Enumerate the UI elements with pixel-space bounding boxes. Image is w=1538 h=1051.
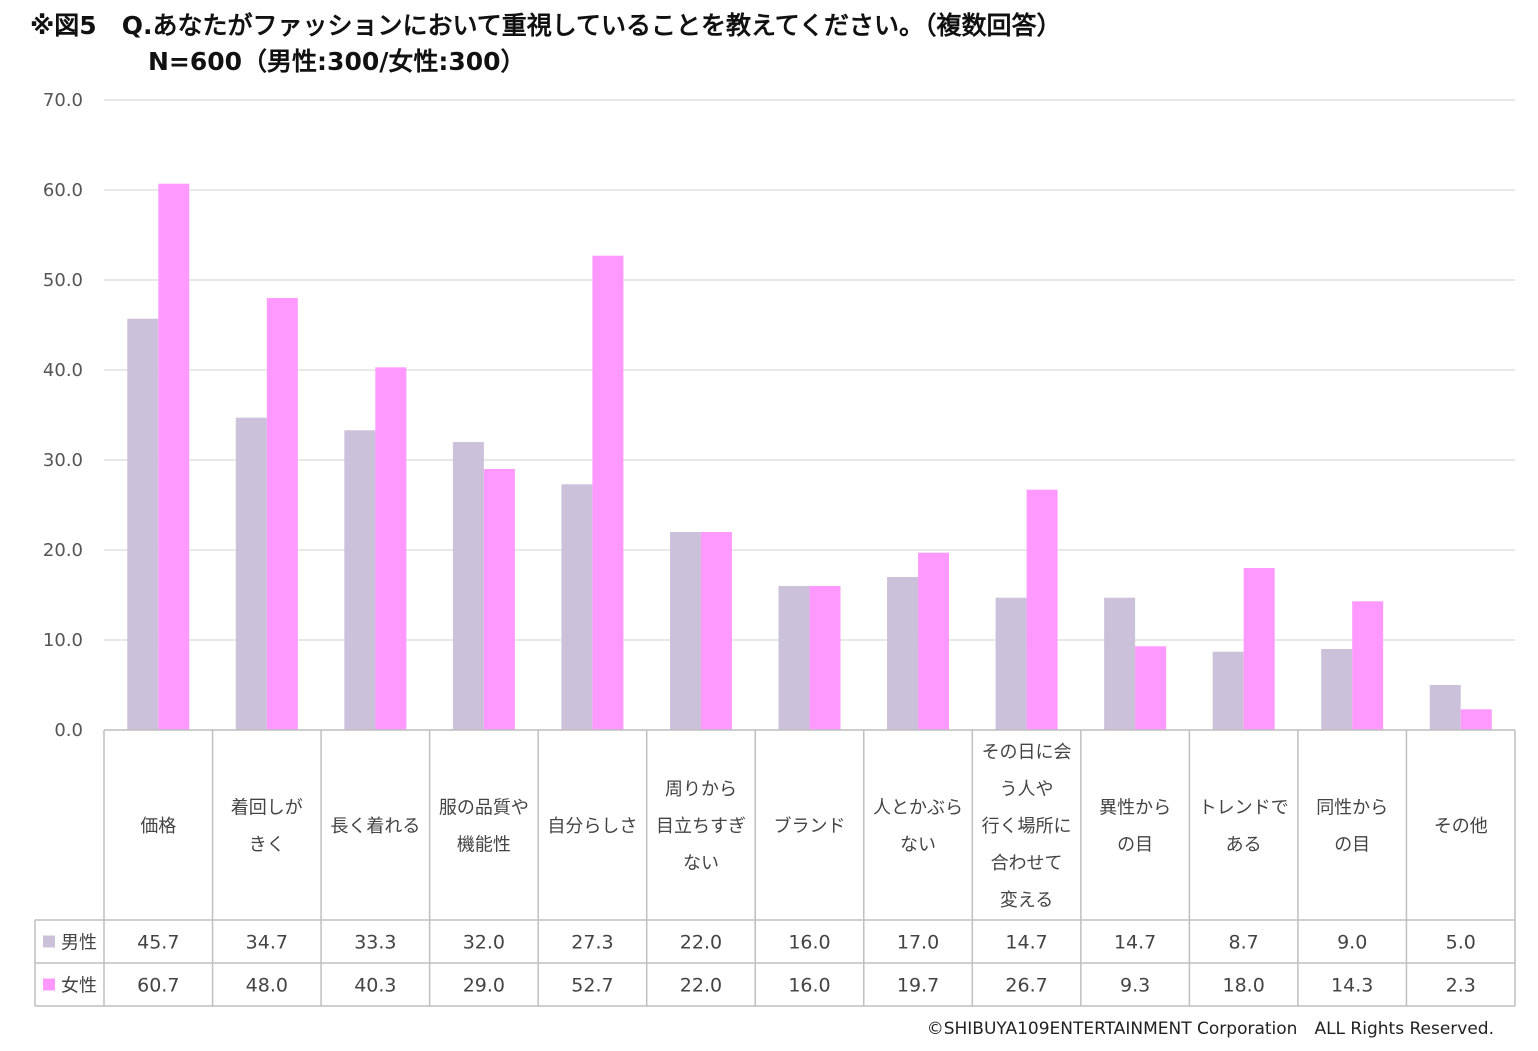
category-label: ない bbox=[683, 853, 719, 874]
bar-male bbox=[778, 586, 810, 730]
y-tick-label: 20.0 bbox=[43, 540, 83, 561]
bar-female bbox=[266, 298, 298, 730]
category-label: 長く着れる bbox=[330, 816, 420, 837]
bar-male bbox=[1104, 597, 1136, 730]
bar-male bbox=[887, 577, 919, 730]
category-label: 機能性 bbox=[457, 835, 511, 856]
data-label: 45.7 bbox=[137, 932, 179, 954]
category-label: 同性から bbox=[1316, 798, 1388, 819]
bar-female bbox=[1135, 646, 1167, 730]
data-label: 14.7 bbox=[1114, 932, 1156, 954]
bar-male bbox=[1321, 649, 1353, 730]
category-label: 服の品質や bbox=[439, 798, 529, 819]
category-label: 目立ちすぎ bbox=[656, 816, 746, 837]
legend-key-male bbox=[43, 935, 55, 948]
category-label: 合わせて bbox=[991, 853, 1063, 874]
data-label: 29.0 bbox=[463, 975, 505, 997]
data-label: 48.0 bbox=[246, 975, 288, 997]
bar-male bbox=[452, 442, 484, 730]
data-label: 33.3 bbox=[354, 932, 396, 954]
bar-female bbox=[1460, 709, 1492, 730]
bar-male bbox=[561, 484, 593, 730]
legend-label: 女性 bbox=[61, 976, 97, 997]
category-label: きく bbox=[249, 835, 285, 856]
data-label: 2.3 bbox=[1446, 975, 1476, 997]
bar-male bbox=[995, 597, 1027, 730]
data-label: 40.3 bbox=[354, 975, 396, 997]
category-label: の目 bbox=[1334, 835, 1370, 856]
category-label: ブランド bbox=[774, 815, 846, 837]
data-label: 22.0 bbox=[680, 975, 722, 997]
category-label: う人や bbox=[1000, 779, 1054, 800]
data-label: 52.7 bbox=[571, 975, 613, 997]
data-label: 16.0 bbox=[788, 932, 830, 954]
category-label: トレンドで bbox=[1199, 798, 1289, 819]
category-label: 行く場所に bbox=[982, 816, 1072, 837]
bar-female bbox=[918, 552, 950, 730]
data-label: 60.7 bbox=[137, 975, 179, 997]
copyright: ©SHIBUYA109ENTERTAINMENT Corporation ALL… bbox=[926, 1019, 1494, 1039]
data-label: 9.0 bbox=[1337, 932, 1367, 954]
bar-female bbox=[809, 586, 841, 730]
data-label: 34.7 bbox=[246, 932, 288, 954]
title-line-1: ※図5 Q.あなたがファッションにおいて重視していることを教えてください。（複数… bbox=[30, 11, 1062, 40]
data-label: 32.0 bbox=[463, 932, 505, 954]
y-tick-label: 0.0 bbox=[54, 720, 83, 741]
data-label: 16.0 bbox=[788, 975, 830, 997]
bar-female bbox=[375, 367, 407, 730]
category-label: 人とかぶら bbox=[873, 798, 963, 819]
y-tick-label: 50.0 bbox=[43, 270, 83, 291]
data-label: 5.0 bbox=[1446, 932, 1476, 954]
data-label: 26.7 bbox=[1005, 975, 1047, 997]
data-label: 8.7 bbox=[1229, 932, 1259, 954]
data-label: 19.7 bbox=[897, 975, 939, 997]
bar-female bbox=[1243, 568, 1275, 730]
data-label: 22.0 bbox=[680, 932, 722, 954]
bar-female bbox=[483, 469, 515, 730]
bar-male bbox=[1212, 651, 1244, 730]
chart-title: ※図5 Q.あなたがファッションにおいて重視していることを教えてください。（複数… bbox=[30, 8, 1061, 80]
legend-key-female bbox=[43, 978, 55, 991]
data-label: 17.0 bbox=[897, 932, 939, 954]
bar-female bbox=[158, 183, 190, 730]
category-label: ある bbox=[1226, 835, 1262, 856]
data-label: 9.3 bbox=[1120, 975, 1150, 997]
y-tick-label: 60.0 bbox=[43, 180, 83, 201]
data-label: 18.0 bbox=[1222, 975, 1264, 997]
bar-female bbox=[1026, 489, 1058, 730]
bar-male bbox=[344, 430, 376, 730]
bar-male bbox=[1429, 685, 1461, 730]
bar-female bbox=[700, 532, 732, 730]
title-line-2: N=600（男性:300/女性:300） bbox=[148, 47, 526, 76]
category-label: その日に会 bbox=[982, 742, 1072, 763]
category-label: 周りから bbox=[665, 779, 737, 800]
data-label: 14.7 bbox=[1005, 932, 1047, 954]
category-label: 異性から bbox=[1099, 798, 1171, 819]
legend-label: 男性 bbox=[61, 933, 97, 954]
y-tick-label: 40.0 bbox=[43, 360, 83, 381]
category-label: 自分らしさ bbox=[547, 816, 637, 837]
category-label: 価格 bbox=[140, 816, 176, 837]
bar-male bbox=[669, 532, 701, 730]
category-label: 着回しが bbox=[231, 798, 303, 819]
category-label: ない bbox=[900, 835, 936, 856]
data-label: 14.3 bbox=[1331, 975, 1373, 997]
y-tick-label: 70.0 bbox=[43, 90, 83, 111]
bar-male bbox=[127, 318, 159, 730]
data-label: 27.3 bbox=[571, 932, 613, 954]
category-label: の目 bbox=[1117, 835, 1153, 856]
bar-male bbox=[235, 417, 267, 730]
category-label: その他 bbox=[1434, 816, 1488, 837]
bar-female bbox=[1352, 601, 1384, 730]
y-tick-label: 10.0 bbox=[43, 630, 83, 651]
category-label: 変える bbox=[1000, 890, 1053, 911]
bar-female bbox=[592, 255, 624, 730]
y-tick-label: 30.0 bbox=[43, 450, 83, 471]
